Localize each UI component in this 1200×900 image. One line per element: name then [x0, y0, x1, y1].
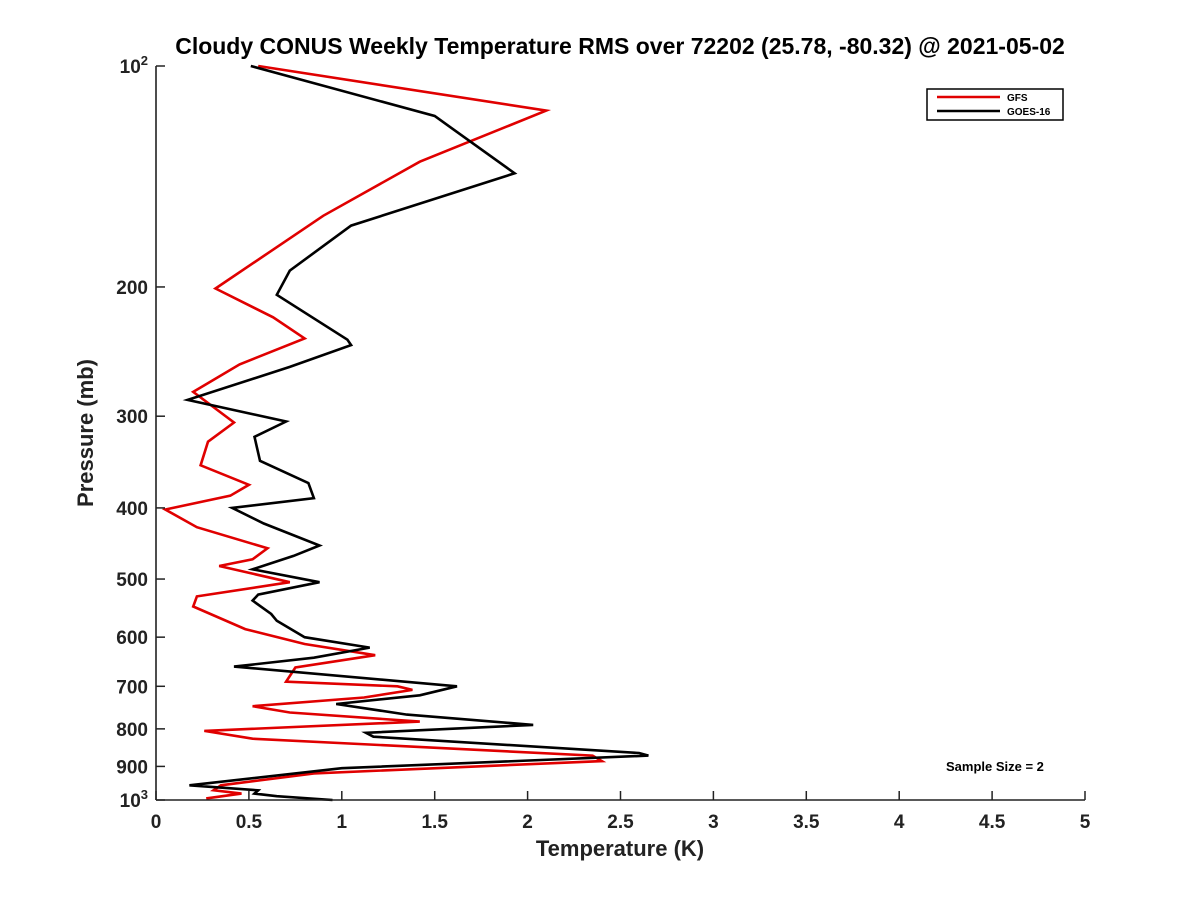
x-tick-label: 4	[894, 812, 905, 833]
legend: GFS GOES-16	[926, 88, 1064, 121]
y-tick-label: 800	[116, 720, 148, 741]
x-tick-label: 3.5	[793, 812, 820, 833]
y-tick-label: 200	[116, 278, 148, 299]
x-tick-label: 4.5	[979, 812, 1006, 833]
x-tick-label: 1.5	[421, 812, 448, 833]
x-tick-label: 1	[337, 812, 348, 833]
plot-area	[155, 64, 1085, 802]
y-tick-label: 700	[116, 677, 148, 698]
axes-layer	[155, 66, 1085, 801]
y-tick-label: 400	[116, 499, 148, 520]
y-tick-label: 102	[120, 53, 148, 78]
y-tick-label: 500	[116, 570, 148, 591]
y-axis-ticks: 102 200 300 400 500 600 700 800 900 103	[116, 53, 165, 812]
chart-title: Cloudy CONUS Weekly Temperature RMS over…	[175, 33, 1065, 59]
y-tick-label: 103	[120, 787, 148, 812]
legend-box	[926, 88, 1064, 121]
legend-label-gfs: GFS	[1007, 93, 1028, 104]
series-line-gfs	[161, 64, 607, 800]
x-tick-label: 2	[522, 812, 533, 833]
series-line-goes-16	[182, 64, 649, 802]
x-tick-label: 0.5	[236, 812, 263, 833]
y-tick-label: 300	[116, 407, 148, 428]
y-tick-label: 600	[116, 628, 148, 649]
x-axis-label: Temperature (K)	[536, 836, 704, 861]
x-tick-label: 5	[1080, 812, 1091, 833]
x-tick-label: 2.5	[607, 812, 634, 833]
legend-label-goes-16: GOES-16	[1007, 107, 1051, 118]
x-axis-ticks: 0 0.5 1 1.5 2 2.5 3 3.5 4 4.5 5	[151, 791, 1091, 833]
x-tick-label: 0	[151, 812, 162, 833]
sample-size-annotation: Sample Size = 2	[946, 759, 1044, 774]
y-tick-label: 900	[116, 757, 148, 778]
x-tick-label: 3	[708, 812, 719, 833]
y-axis-label: Pressure (mb)	[73, 359, 98, 507]
series-layer	[161, 64, 649, 802]
